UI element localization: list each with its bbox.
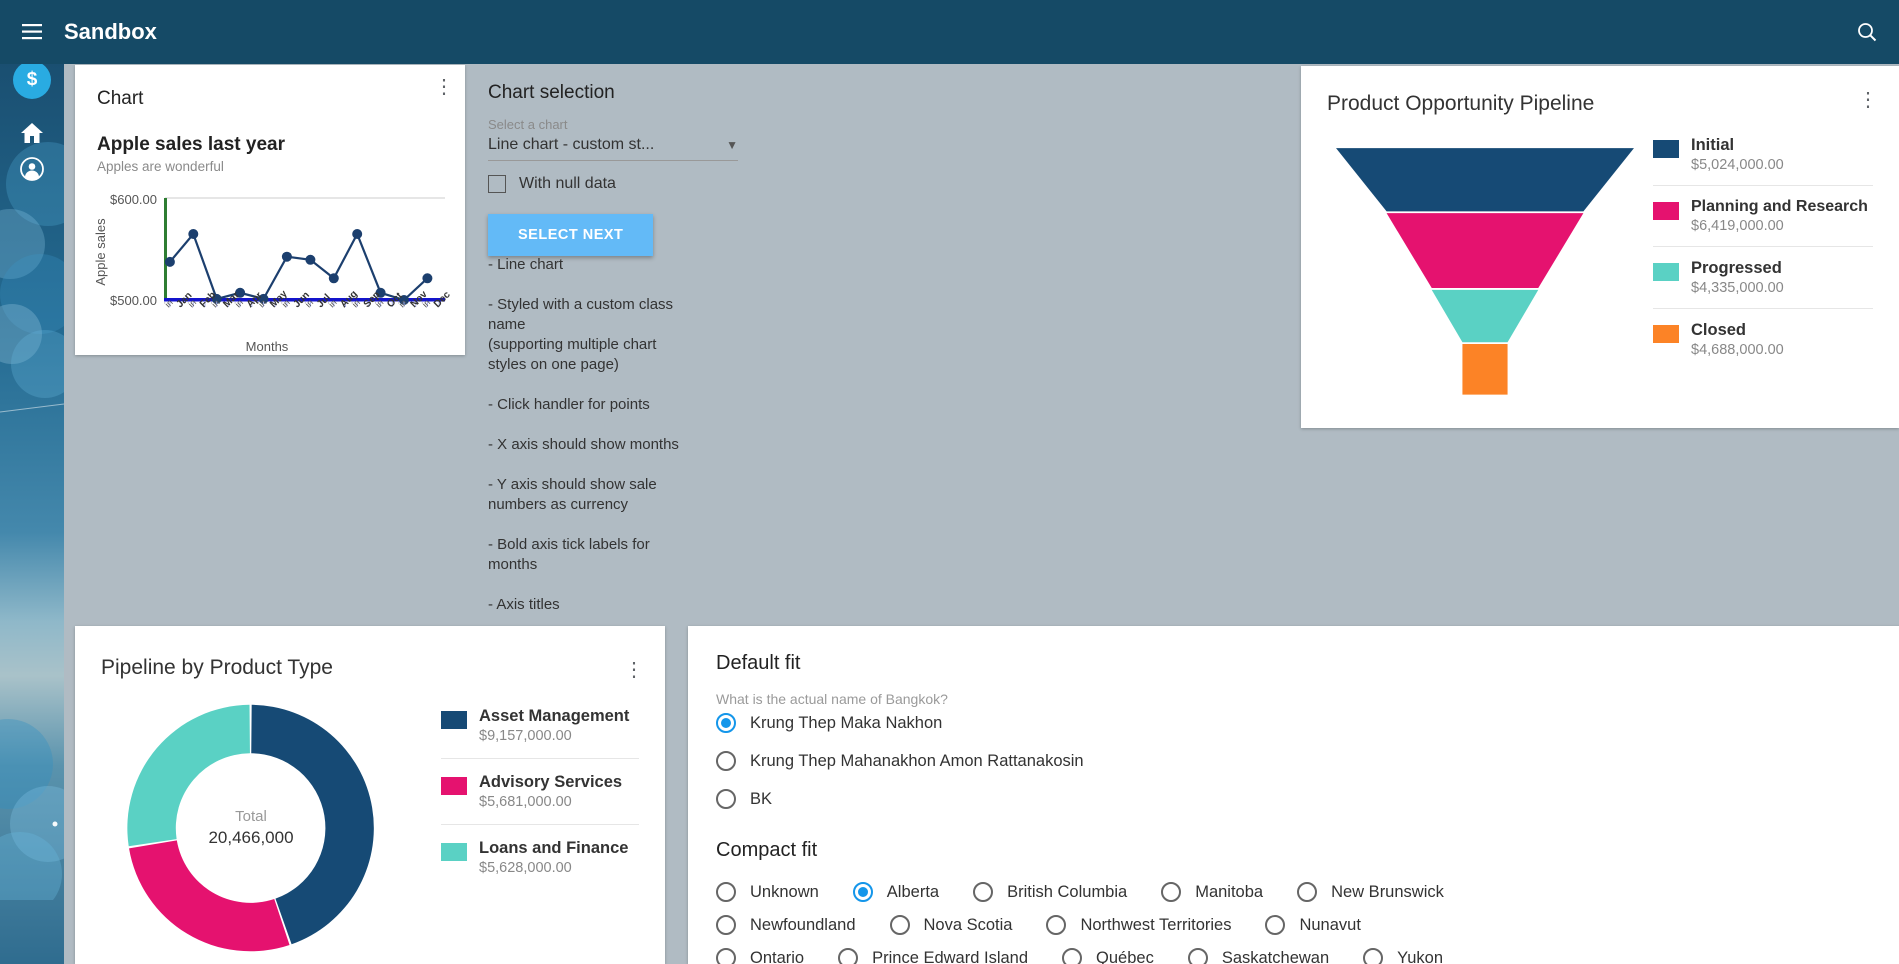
svg-text:Apple sales: Apple sales <box>93 218 108 286</box>
svg-text:Total: Total <box>235 808 267 825</box>
svg-text:Dec: Dec <box>432 289 453 310</box>
svg-text:$600.00: $600.00 <box>110 192 157 207</box>
svg-text:20,466,000: 20,466,000 <box>208 828 293 847</box>
svg-text:Months: Months <box>246 339 289 354</box>
svg-text:$500.00: $500.00 <box>110 293 157 308</box>
